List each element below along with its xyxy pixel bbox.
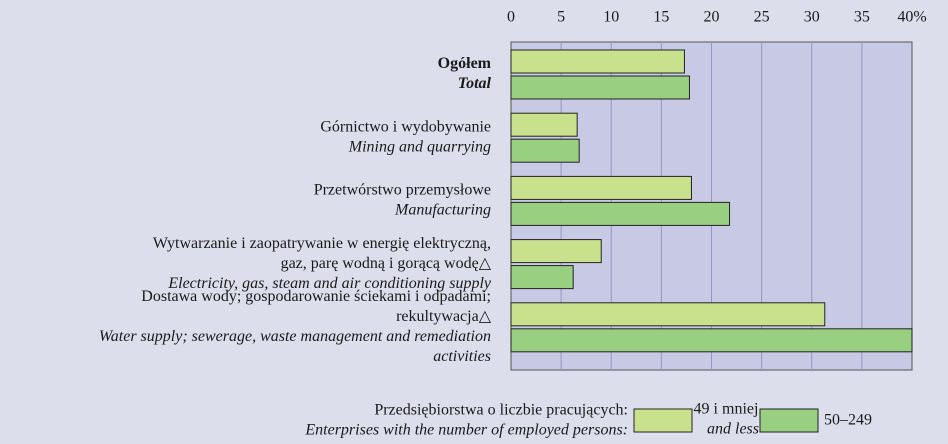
- category-label-pl: gaz, parę wodną i gorącą wodę△: [281, 255, 492, 272]
- category-label-en: Water supply; sewerage, waste management…: [99, 328, 491, 345]
- legend-title: Przedsiębiorstwa o liczbie pracujących:: [374, 402, 628, 419]
- bar: [510, 49, 685, 74]
- bar: [510, 201, 731, 226]
- x-tick-label: 35: [854, 9, 870, 26]
- legend-swatch: [633, 408, 693, 433]
- category-label-pl: Górnictwo i wydobywanie: [320, 118, 491, 135]
- category-label-pl: rekultywacja△: [396, 308, 492, 325]
- x-tick-label: 25: [754, 9, 770, 26]
- legend-label-en: and less: [707, 421, 759, 438]
- bar: [510, 112, 578, 137]
- bar: [510, 328, 913, 353]
- x-tick-label: 0: [507, 9, 515, 26]
- category-label-pl: Wytwarzanie i zaopatrywanie w energię el…: [153, 235, 491, 252]
- bar: [510, 75, 690, 100]
- legend-label: 49 i mniej: [694, 401, 759, 418]
- category-label-pl: Dostawa wody; gospodarowanie ściekami i …: [141, 288, 491, 305]
- category-label-pl: Przetwórstwo przemysłowe: [314, 182, 491, 199]
- legend-label: 50–249: [824, 412, 872, 429]
- x-tick-label: 5: [557, 9, 565, 26]
- category-label-pl: Ogółem: [438, 55, 492, 72]
- category-label-en: Total: [458, 75, 492, 92]
- bar: [510, 302, 826, 327]
- bar: [510, 175, 692, 200]
- x-tick-label: 30: [804, 9, 820, 26]
- category-label-en: Electricity, gas, steam and air conditio…: [167, 275, 492, 292]
- x-tick-label: 10: [603, 9, 619, 26]
- category-label-en: activities: [433, 348, 491, 365]
- category-label-en: Mining and quarrying: [348, 138, 491, 155]
- bar: [510, 239, 602, 264]
- legend-swatch: [759, 408, 819, 433]
- bar: [510, 138, 580, 163]
- x-tick-label: 15: [653, 9, 669, 26]
- x-tick-label: 20: [704, 9, 720, 26]
- bar: [510, 265, 574, 290]
- legend-title: Enterprises with the number of employed …: [304, 422, 628, 439]
- category-label-en: Manufacturing: [394, 202, 491, 219]
- x-tick-label: 40%: [897, 9, 926, 26]
